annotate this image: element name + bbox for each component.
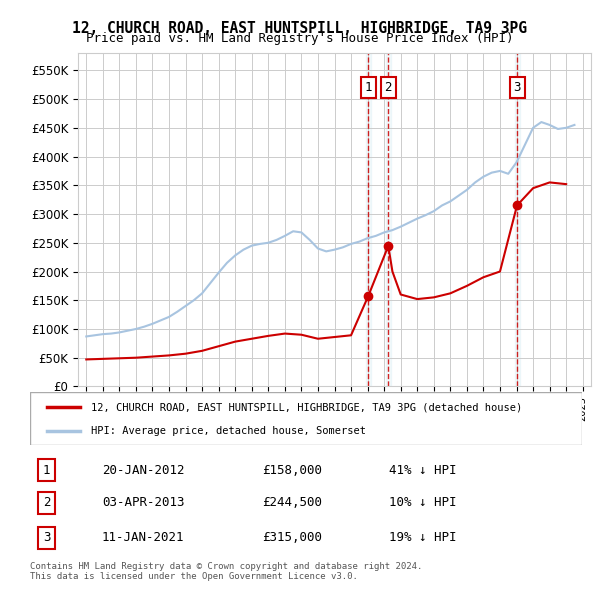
Bar — [515, 53, 520, 386]
Text: 03-APR-2013: 03-APR-2013 — [102, 496, 184, 510]
Text: 2: 2 — [43, 496, 50, 510]
Text: This data is licensed under the Open Government Licence v3.0.: This data is licensed under the Open Gov… — [30, 572, 358, 581]
Text: 12, CHURCH ROAD, EAST HUNTSPILL, HIGHBRIDGE, TA9 3PG: 12, CHURCH ROAD, EAST HUNTSPILL, HIGHBRI… — [73, 21, 527, 35]
Text: 1: 1 — [365, 81, 372, 94]
Bar — [386, 53, 391, 386]
Text: Contains HM Land Registry data © Crown copyright and database right 2024.: Contains HM Land Registry data © Crown c… — [30, 562, 422, 571]
Text: 3: 3 — [43, 532, 50, 545]
Text: 41% ↓ HPI: 41% ↓ HPI — [389, 464, 457, 477]
Text: £315,000: £315,000 — [262, 532, 322, 545]
Text: Price paid vs. HM Land Registry's House Price Index (HPI): Price paid vs. HM Land Registry's House … — [86, 32, 514, 45]
Text: 20-JAN-2012: 20-JAN-2012 — [102, 464, 184, 477]
Bar — [366, 53, 371, 386]
Text: 12, CHURCH ROAD, EAST HUNTSPILL, HIGHBRIDGE, TA9 3PG (detached house): 12, CHURCH ROAD, EAST HUNTSPILL, HIGHBRI… — [91, 402, 522, 412]
Text: 2: 2 — [385, 81, 392, 94]
Text: HPI: Average price, detached house, Somerset: HPI: Average price, detached house, Some… — [91, 425, 366, 435]
Text: 11-JAN-2021: 11-JAN-2021 — [102, 532, 184, 545]
Text: £244,500: £244,500 — [262, 496, 322, 510]
FancyBboxPatch shape — [30, 392, 582, 445]
Text: 1: 1 — [43, 464, 50, 477]
Text: 10% ↓ HPI: 10% ↓ HPI — [389, 496, 457, 510]
Text: £158,000: £158,000 — [262, 464, 322, 477]
Text: 19% ↓ HPI: 19% ↓ HPI — [389, 532, 457, 545]
Text: 3: 3 — [513, 81, 521, 94]
